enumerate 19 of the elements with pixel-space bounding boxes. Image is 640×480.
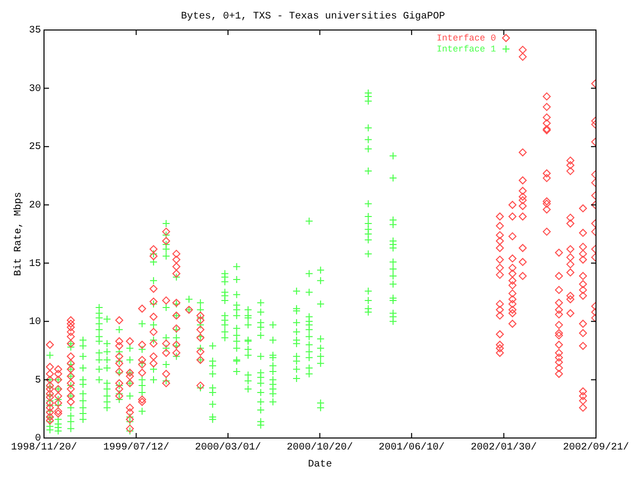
y-tick-label: 35 [28, 26, 42, 37]
x-tick-label: 1999/07/12/ [103, 442, 170, 454]
y-tick-label: 5 [34, 375, 42, 386]
chart-title: Bytes, 0+1, TXS - Texas universities GigaPOP [180, 10, 446, 23]
x-tick-label: 1998/11/20/ [11, 442, 78, 454]
legend-label: Interface 1 [436, 44, 496, 54]
y-tick-label: 10 [28, 317, 42, 328]
y-axis-title: Bit Rate, Mbps [12, 192, 25, 276]
y-tick-label: 25 [28, 142, 42, 154]
x-axis-title: Date [308, 460, 332, 471]
y-tick-label: 30 [28, 84, 42, 95]
x-tick-label: 2001/06/10/ [378, 442, 445, 454]
y-tick-label: 15 [28, 258, 42, 270]
x-tick-label: 2000/10/20/ [286, 442, 353, 454]
x-tick-label: 2002/01/30/ [470, 442, 537, 454]
x-tick-label: 2000/03/01/ [194, 442, 262, 454]
x-tick-label: 2002/09/21/ [562, 442, 629, 454]
y-tick-label: 20 [28, 200, 42, 212]
legend-label: Interface 0 [436, 33, 496, 44]
